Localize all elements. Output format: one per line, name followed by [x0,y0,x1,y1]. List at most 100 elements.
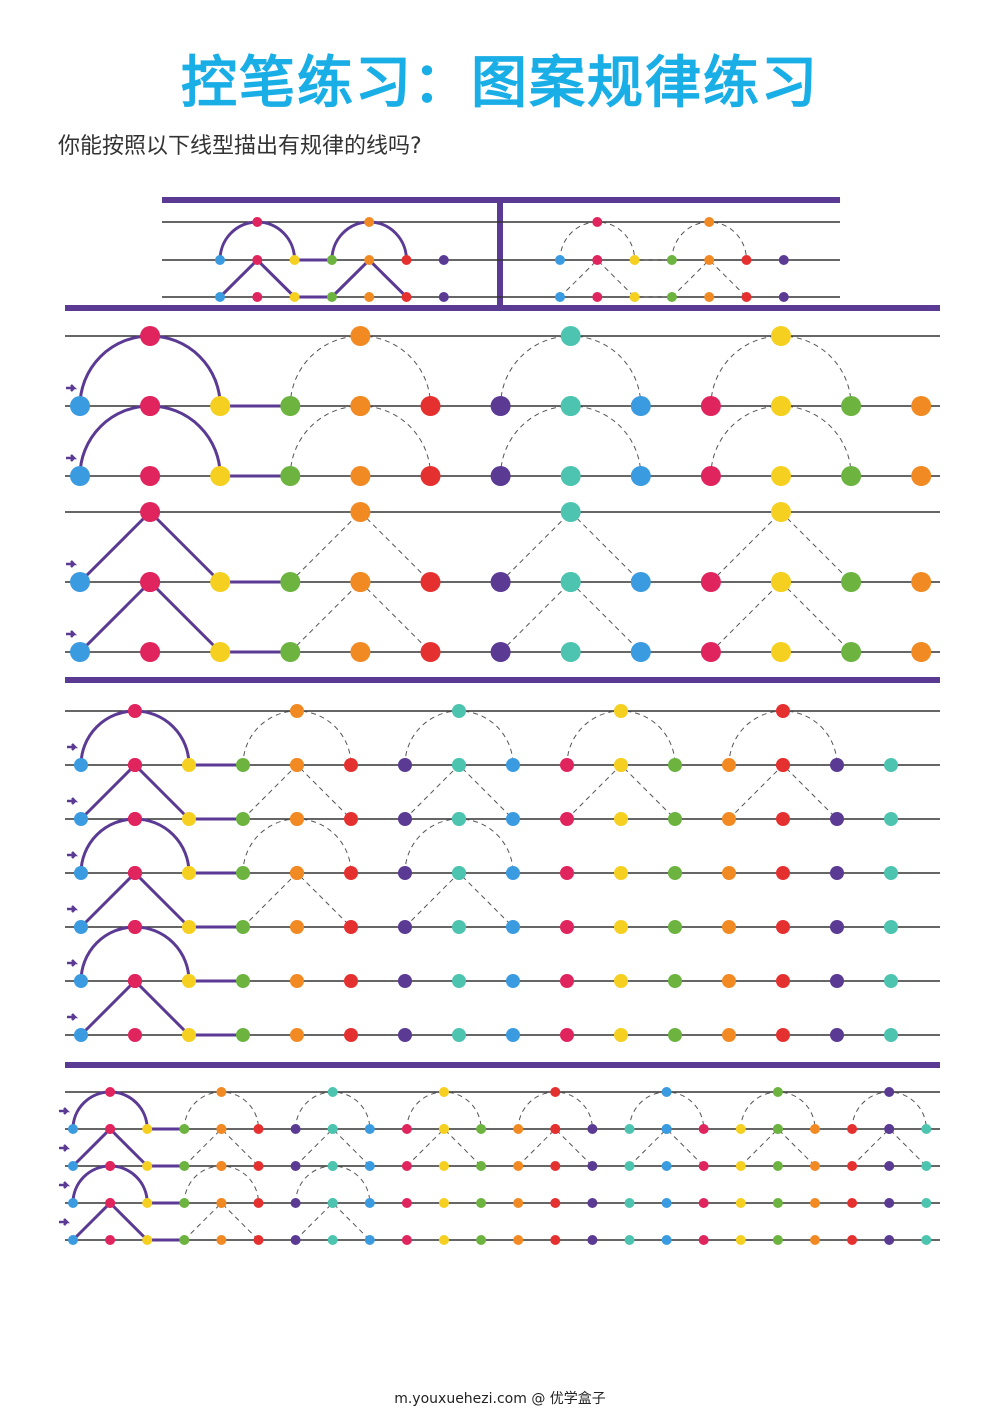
dot [614,812,628,826]
dot [550,1235,561,1245]
arc-stroke [710,335,852,407]
start-arrow [67,905,79,913]
dot [128,920,142,934]
dot [560,812,574,826]
dot [490,642,511,662]
dot [142,1198,153,1208]
dot [911,572,932,592]
dot [884,812,898,826]
dot [884,758,898,772]
dot [741,292,752,302]
dot [490,466,511,486]
dot [439,1124,449,1134]
dot [74,758,88,772]
dot [810,1235,820,1245]
dot [140,466,161,486]
dot [772,1235,783,1245]
arc-stroke [295,1165,371,1204]
dot [439,1087,449,1097]
dot [68,1235,78,1245]
dot [398,812,412,826]
dot [722,812,736,826]
dot [668,1028,682,1042]
dot [344,812,358,826]
dot [182,974,196,988]
dot [401,1198,412,1208]
arc-stroke [740,1091,816,1130]
dot [452,974,466,988]
dot [364,1161,375,1171]
dot [550,1087,561,1097]
dot [252,255,263,265]
dot [772,1161,783,1171]
zigzag-stroke [710,511,852,583]
dot [592,255,603,265]
dot [476,1161,487,1171]
dot [290,866,304,880]
dot [215,255,225,265]
dot [476,1124,487,1134]
dot [364,1235,375,1245]
dot [216,1087,227,1097]
dot [847,1161,858,1171]
dot [398,758,412,772]
footer: m.youxuehezi.com @ 优学盒子 [394,1391,606,1407]
dot [921,1235,932,1245]
dot [420,572,441,592]
dot [624,1198,635,1208]
dot [884,1161,895,1171]
dot [350,466,371,486]
zigzag-stroke [183,1128,259,1167]
dot [614,866,628,880]
zigzag-stroke [629,1128,705,1167]
dot [252,292,263,302]
dot [506,758,520,772]
dot [398,920,412,934]
dot [350,502,371,522]
dot [364,217,375,227]
dot [772,1124,783,1134]
dot [490,572,511,592]
dot [698,1124,709,1134]
dot [290,1161,301,1171]
zigzag-stroke [500,511,642,583]
dot [506,812,520,826]
tracing-area [59,197,940,1245]
dot [439,1198,449,1208]
arc-stroke [517,1091,593,1130]
dot [290,1028,304,1042]
arc-stroke [242,710,352,766]
dot [722,866,736,880]
arc-stroke [289,335,431,407]
zigzag-stroke [218,257,296,299]
dot [280,466,301,486]
dot [560,396,581,416]
zigzag-stroke [710,581,852,653]
arc-stroke [728,710,838,766]
dot [704,217,715,227]
arc-stroke [406,1091,482,1130]
dot [350,396,371,416]
dot [550,1198,561,1208]
dot [128,974,142,988]
dot [452,920,466,934]
arc-stroke [78,404,222,477]
arc-stroke [404,710,514,766]
dot [624,1161,635,1171]
arc-stroke [404,818,514,874]
dot [476,1198,487,1208]
dot [68,1124,78,1134]
dot [884,1087,895,1097]
start-arrow [66,560,78,568]
dot [179,1124,190,1134]
dot [587,1198,598,1208]
zigzag-stroke [79,978,191,1037]
zigzag-stroke [404,764,514,820]
dot [364,292,375,302]
dot [778,292,789,302]
dot [911,466,932,486]
dot [128,758,142,772]
arc-stroke [500,335,642,407]
zigzag-stroke [404,872,514,928]
dot [550,1161,561,1171]
